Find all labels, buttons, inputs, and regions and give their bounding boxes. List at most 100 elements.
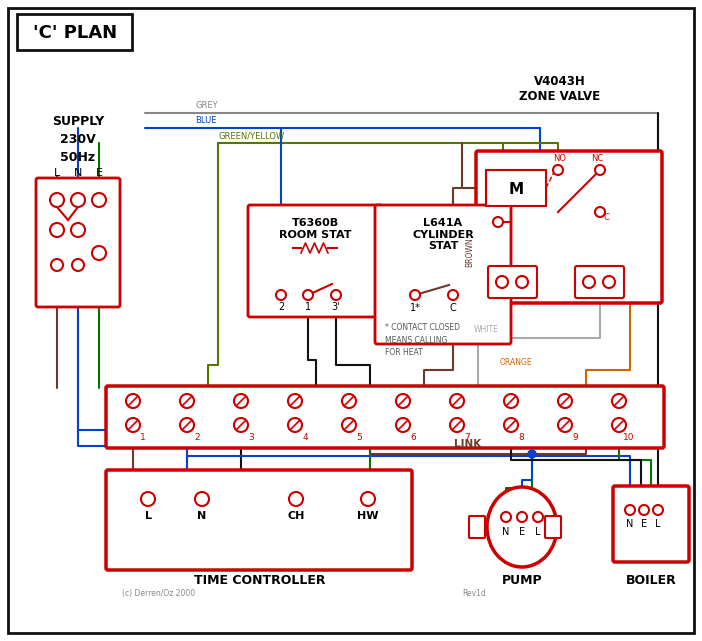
Ellipse shape <box>487 487 557 567</box>
Text: GREY: GREY <box>195 101 218 110</box>
Text: 1*: 1* <box>409 303 420 313</box>
Text: CH: CH <box>287 511 305 521</box>
Circle shape <box>533 512 543 522</box>
Text: T6360B
ROOM STAT: T6360B ROOM STAT <box>279 218 351 240</box>
Text: 9: 9 <box>572 433 578 442</box>
Circle shape <box>516 276 528 288</box>
FancyBboxPatch shape <box>469 516 485 538</box>
Circle shape <box>289 492 303 506</box>
FancyBboxPatch shape <box>106 386 664 448</box>
Circle shape <box>51 259 63 271</box>
FancyBboxPatch shape <box>476 151 662 303</box>
Bar <box>486 170 546 206</box>
Circle shape <box>288 418 302 432</box>
Circle shape <box>396 418 410 432</box>
Text: PUMP: PUMP <box>502 574 543 587</box>
Text: 'C' PLAN: 'C' PLAN <box>33 24 117 42</box>
Text: N: N <box>197 511 206 521</box>
Circle shape <box>528 450 536 458</box>
Circle shape <box>448 290 458 300</box>
Circle shape <box>501 512 511 522</box>
Circle shape <box>625 505 635 515</box>
Text: V4043H
ZONE VALVE: V4043H ZONE VALVE <box>519 75 601 103</box>
Text: N: N <box>626 519 634 529</box>
Text: C: C <box>604 213 610 222</box>
Text: L: L <box>535 527 541 537</box>
Text: 3': 3' <box>331 302 340 312</box>
Circle shape <box>517 512 527 522</box>
Circle shape <box>450 394 464 408</box>
Text: E: E <box>641 519 647 529</box>
Text: 10: 10 <box>623 433 635 442</box>
FancyBboxPatch shape <box>488 266 537 298</box>
Text: E: E <box>95 168 102 178</box>
Text: L: L <box>655 519 661 529</box>
Circle shape <box>493 217 503 227</box>
Circle shape <box>558 394 572 408</box>
Text: 1: 1 <box>140 433 146 442</box>
Text: (c) Derren/Oz 2000: (c) Derren/Oz 2000 <box>122 589 195 598</box>
Circle shape <box>639 505 649 515</box>
Text: 7: 7 <box>464 433 470 442</box>
Circle shape <box>180 418 194 432</box>
Text: 5: 5 <box>356 433 362 442</box>
Circle shape <box>361 492 375 506</box>
Text: E: E <box>519 527 525 537</box>
Circle shape <box>504 394 518 408</box>
FancyBboxPatch shape <box>613 486 689 562</box>
Circle shape <box>195 492 209 506</box>
Text: M: M <box>508 181 524 197</box>
Text: 1: 1 <box>305 302 311 312</box>
Circle shape <box>331 290 341 300</box>
Text: NC: NC <box>591 154 603 163</box>
Text: TIME CONTROLLER: TIME CONTROLLER <box>194 574 326 587</box>
FancyBboxPatch shape <box>36 178 120 307</box>
Text: BLUE: BLUE <box>195 116 216 125</box>
Text: 2: 2 <box>278 302 284 312</box>
Circle shape <box>595 207 605 217</box>
FancyBboxPatch shape <box>248 205 382 317</box>
Text: HW: HW <box>357 511 379 521</box>
Circle shape <box>234 394 248 408</box>
Circle shape <box>553 165 563 175</box>
Circle shape <box>71 193 85 207</box>
Circle shape <box>71 223 85 237</box>
Circle shape <box>126 418 140 432</box>
Circle shape <box>450 418 464 432</box>
Text: ORANGE: ORANGE <box>500 358 533 367</box>
Text: 8: 8 <box>518 433 524 442</box>
FancyBboxPatch shape <box>575 266 624 298</box>
Circle shape <box>92 246 106 260</box>
Circle shape <box>276 290 286 300</box>
Circle shape <box>50 223 64 237</box>
Text: 2: 2 <box>194 433 200 442</box>
Text: 6: 6 <box>410 433 416 442</box>
Circle shape <box>410 290 420 300</box>
FancyBboxPatch shape <box>375 205 511 344</box>
Circle shape <box>126 394 140 408</box>
Text: N: N <box>74 168 82 178</box>
Text: L641A
CYLINDER
STAT: L641A CYLINDER STAT <box>412 218 474 251</box>
Text: Rev1d: Rev1d <box>462 589 486 598</box>
Circle shape <box>612 418 626 432</box>
Circle shape <box>558 418 572 432</box>
Circle shape <box>396 394 410 408</box>
Text: L: L <box>54 168 60 178</box>
Circle shape <box>595 165 605 175</box>
Text: BOILER: BOILER <box>625 574 676 587</box>
Circle shape <box>653 505 663 515</box>
Text: LINK: LINK <box>454 439 482 449</box>
Circle shape <box>342 394 356 408</box>
Circle shape <box>612 394 626 408</box>
Circle shape <box>504 418 518 432</box>
Circle shape <box>496 276 508 288</box>
Circle shape <box>342 418 356 432</box>
Circle shape <box>72 259 84 271</box>
Text: 4: 4 <box>302 433 307 442</box>
Text: WHITE: WHITE <box>474 325 499 334</box>
Circle shape <box>583 276 595 288</box>
Text: N: N <box>503 527 510 537</box>
Text: C: C <box>449 303 456 313</box>
Circle shape <box>234 418 248 432</box>
Text: * CONTACT CLOSED
MEANS CALLING
FOR HEAT: * CONTACT CLOSED MEANS CALLING FOR HEAT <box>385 323 460 357</box>
